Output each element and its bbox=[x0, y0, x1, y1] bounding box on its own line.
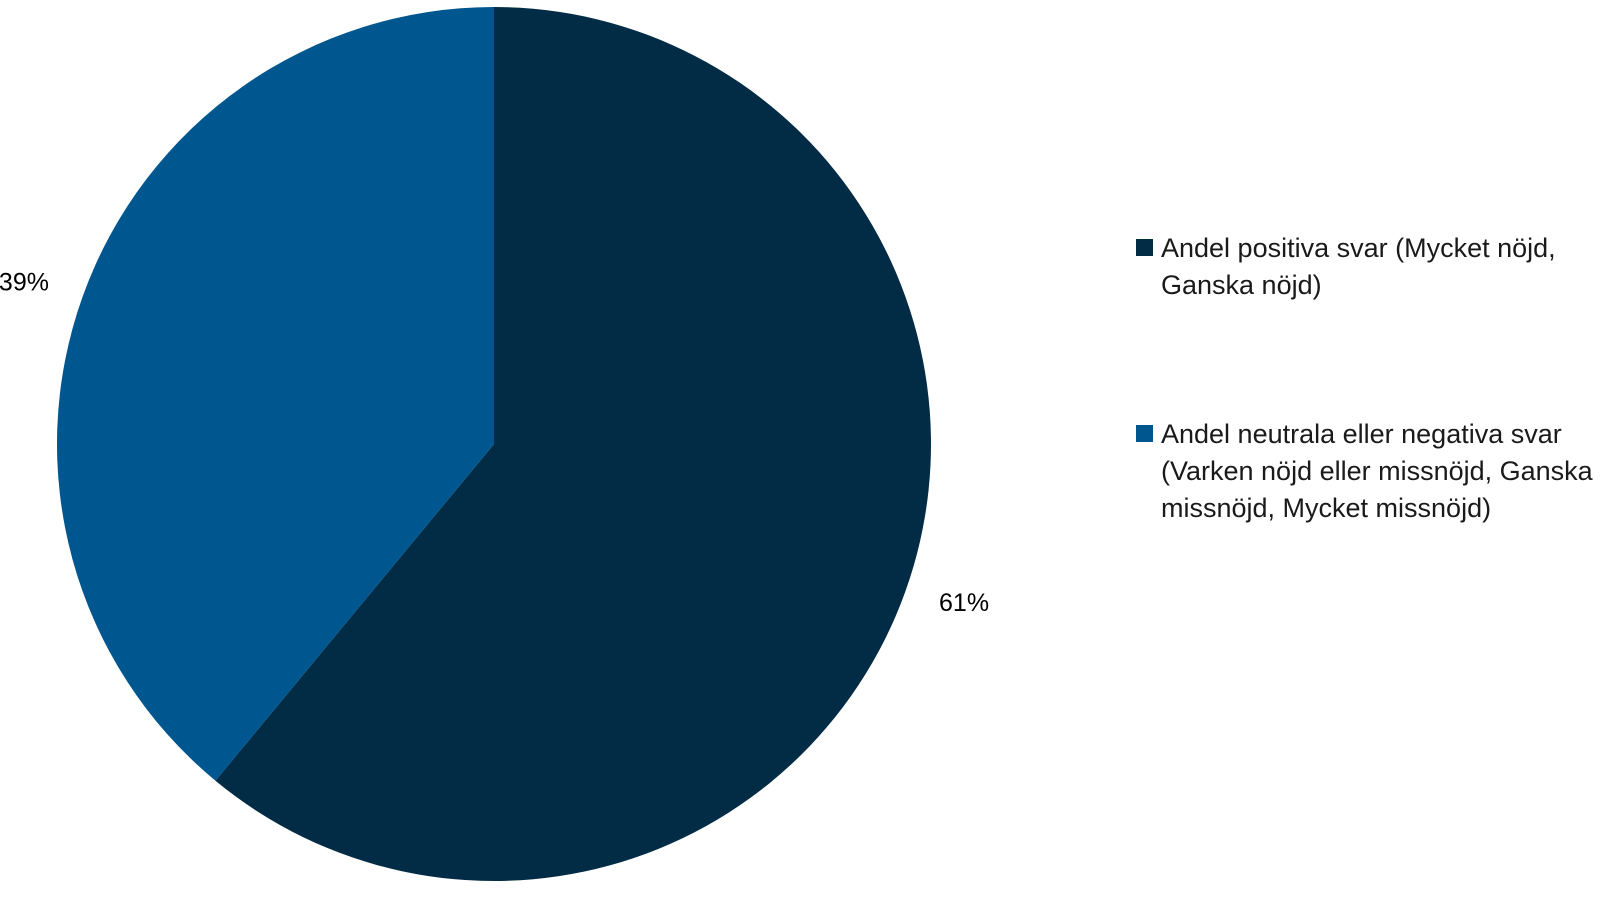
data-label-0: 61% bbox=[939, 589, 989, 617]
legend-label-neutral-negative: Andel neutrala eller negativa svar (Vark… bbox=[1161, 419, 1593, 523]
legend-swatch-positive bbox=[1136, 239, 1153, 256]
legend-item-positive: Andel positiva svar (Mycket nöjd, Ganska… bbox=[1136, 230, 1596, 304]
legend-label-positive: Andel positiva svar (Mycket nöjd, Ganska… bbox=[1161, 233, 1556, 300]
legend-swatch-neutral-negative bbox=[1136, 425, 1153, 442]
data-label-1: 39% bbox=[0, 268, 49, 296]
legend: Andel positiva svar (Mycket nöjd, Ganska… bbox=[1136, 230, 1596, 527]
legend-item-neutral-negative: Andel neutrala eller negativa svar (Vark… bbox=[1136, 416, 1596, 527]
pie-slice-0 bbox=[215, 7, 932, 881]
pie-slice-1 bbox=[56, 6, 494, 781]
